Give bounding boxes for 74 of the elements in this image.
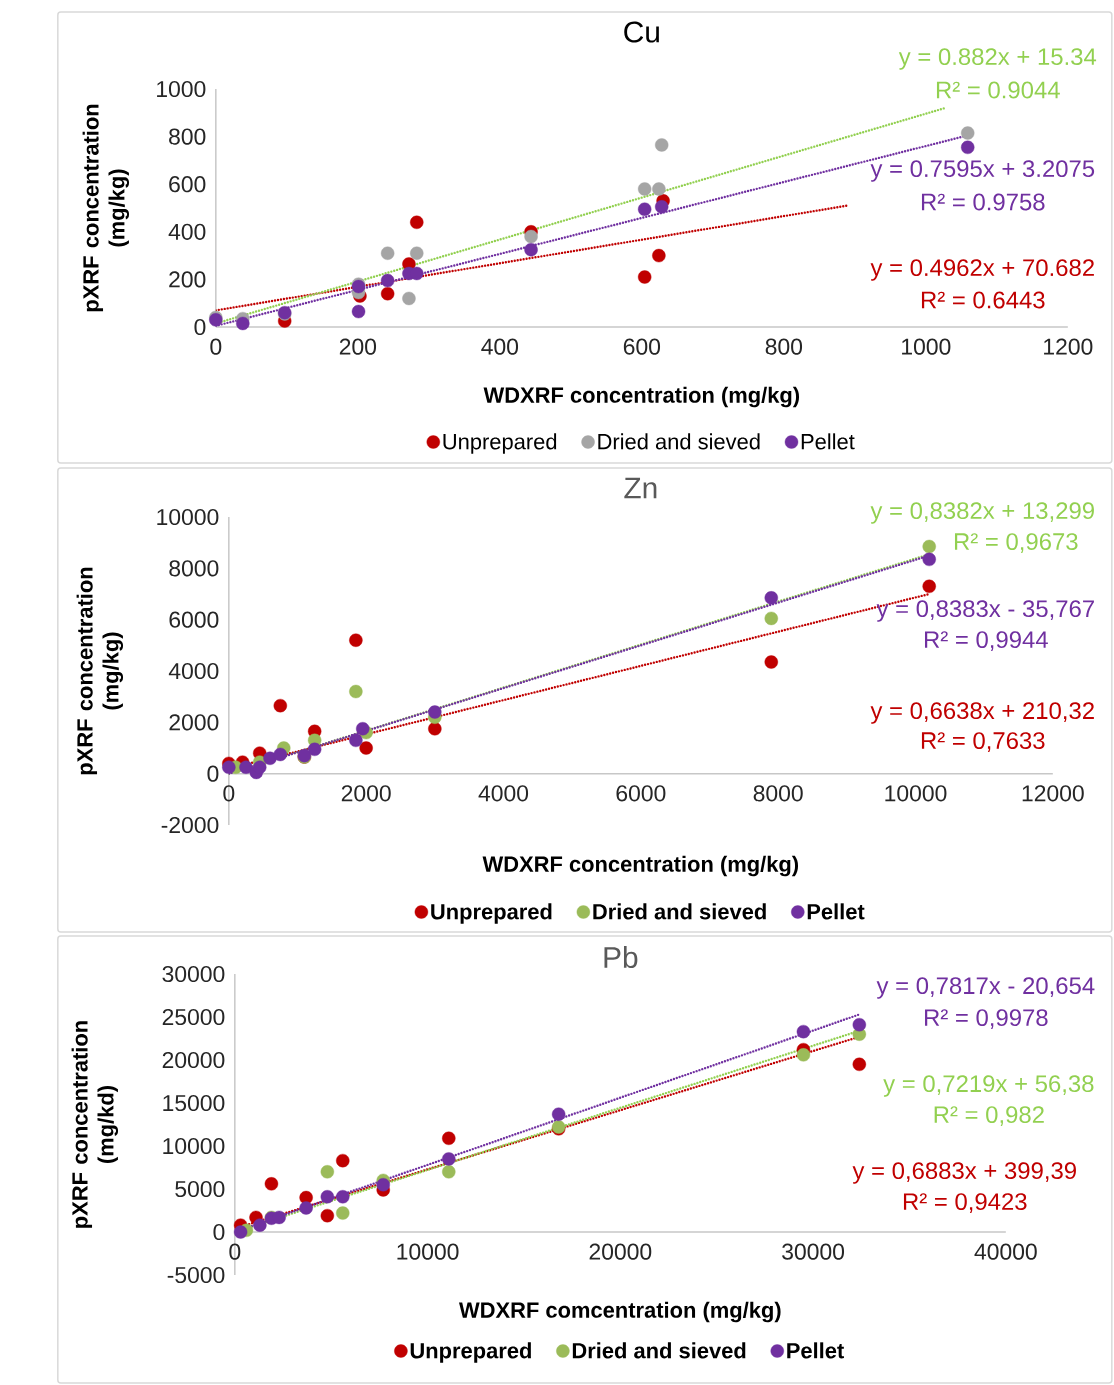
text: y = 0.882x + 15.34 xyxy=(898,48,1097,70)
annotation: R² = 0,9944 xyxy=(925,631,1048,651)
x-axis-title: WDXRF concentration (mg/kg) xyxy=(483,386,800,408)
y-tick-label: 20000 xyxy=(162,1051,225,1069)
y-tick-label: 0 xyxy=(207,765,219,782)
x-tick-label: 1000 xyxy=(902,338,951,355)
x-tick-label: 30000 xyxy=(782,1243,845,1260)
annotation: R² = 0,982 xyxy=(934,1106,1044,1126)
y-tick-label: -5000 xyxy=(167,1266,225,1284)
x-tick-label: 10000 xyxy=(397,1243,459,1260)
annotation: R² = 0.6443 xyxy=(922,291,1045,309)
legend-label: Unprepared xyxy=(431,903,552,924)
annotation: R² = 0,9673 xyxy=(955,533,1078,553)
y-tick-label: 25000 xyxy=(162,1008,225,1026)
x-tick-label: 800 xyxy=(765,338,803,355)
y-tick-label: 1000 xyxy=(157,80,206,98)
annotation: y = 0,7817x - 20,654 xyxy=(876,977,1095,999)
x-axis-title: WDXRF concentration (mg/kg) xyxy=(482,855,799,877)
x-tick-label: 2000 xyxy=(341,785,391,802)
y-tick-label: 800 xyxy=(169,128,206,145)
y-tick-label: 4000 xyxy=(168,662,219,680)
y-axis-title: pXRF concentration (mg/kg) xyxy=(76,567,124,775)
x-tick-label: 20000 xyxy=(589,1243,652,1260)
x-axis-title: WDXRF comcentration (mg/kg) xyxy=(459,1301,781,1323)
y-tick-label: 600 xyxy=(169,176,206,193)
annotation: R² = 0,9978 xyxy=(925,1009,1048,1029)
annotation: y = 0.7595x + 3.2075 xyxy=(870,160,1095,182)
legend-label: Pellet xyxy=(787,1342,845,1359)
y-tick-label: 0 xyxy=(194,318,206,336)
y-tick-label: 5000 xyxy=(175,1180,225,1198)
chart-title: Zn xyxy=(624,477,657,499)
annotation: y = 0,6638x + 210,32 xyxy=(870,702,1094,724)
legend-label: Pellet xyxy=(801,433,855,450)
y-tick-label: 10000 xyxy=(157,508,219,526)
x-tick-label: 4000 xyxy=(478,785,529,802)
x-tick-label: 10000 xyxy=(885,785,947,802)
annotation: R² = 0,9423 xyxy=(904,1193,1027,1213)
y-tick-label: 400 xyxy=(168,223,206,240)
y-tick-label: 2000 xyxy=(169,714,219,731)
annotation: y = 0.4962x + 70.682 xyxy=(870,259,1094,281)
annotation: y = 0,6883x + 399,39 xyxy=(852,1162,1077,1184)
y-axis-title: pXRF concentration (mg/kd) xyxy=(71,1021,119,1228)
annotation: R² = 0.9044 xyxy=(937,81,1060,99)
y-tick-label: 15000 xyxy=(163,1094,225,1112)
y-tick-label: 8000 xyxy=(169,560,219,577)
y-tick-label: 30000 xyxy=(162,965,225,983)
x-tick-label: 400 xyxy=(481,338,519,355)
legend-label: Dried and sieved xyxy=(593,903,766,920)
x-tick-label: 1200 xyxy=(1044,338,1093,355)
x-tick-label: 600 xyxy=(623,338,661,355)
legend-label: Unprepared xyxy=(410,1342,532,1363)
x-tick-label: 0 xyxy=(229,1243,241,1260)
x-tick-label: 40000 xyxy=(974,1243,1037,1260)
x-tick-label: 8000 xyxy=(753,785,803,802)
y-tick-label: 200 xyxy=(169,271,206,288)
y-tick-label: 10000 xyxy=(163,1137,225,1155)
annotation: R² = 0.9758 xyxy=(922,193,1045,211)
annotation: R² = 0,7633 xyxy=(922,732,1045,752)
y-tick-label: 6000 xyxy=(169,611,219,628)
chart-title: Pb xyxy=(604,946,638,969)
x-tick-label: 6000 xyxy=(616,785,666,802)
y-axis-title: pXRF concentration (mg/kg) xyxy=(82,104,130,312)
legend-label: Unprepared xyxy=(443,433,557,454)
annotation: y = 0,7219x + 56,38 xyxy=(883,1075,1094,1097)
annotation: y = 0,8383x - 35,767 xyxy=(876,600,1095,622)
x-tick-label: 12000 xyxy=(1022,785,1084,802)
legend-label: Dried and sieved xyxy=(572,1342,746,1359)
annotation: y = 0,8382x + 13,299 xyxy=(870,502,1095,524)
y-tick-label: -2000 xyxy=(161,816,219,834)
x-tick-label: 200 xyxy=(339,338,377,355)
chart-title: Cu xyxy=(624,21,660,43)
legend-label: Dried and sieved xyxy=(598,433,760,450)
legend-label: Pellet xyxy=(807,903,865,920)
y-tick-label: 0 xyxy=(213,1223,225,1241)
